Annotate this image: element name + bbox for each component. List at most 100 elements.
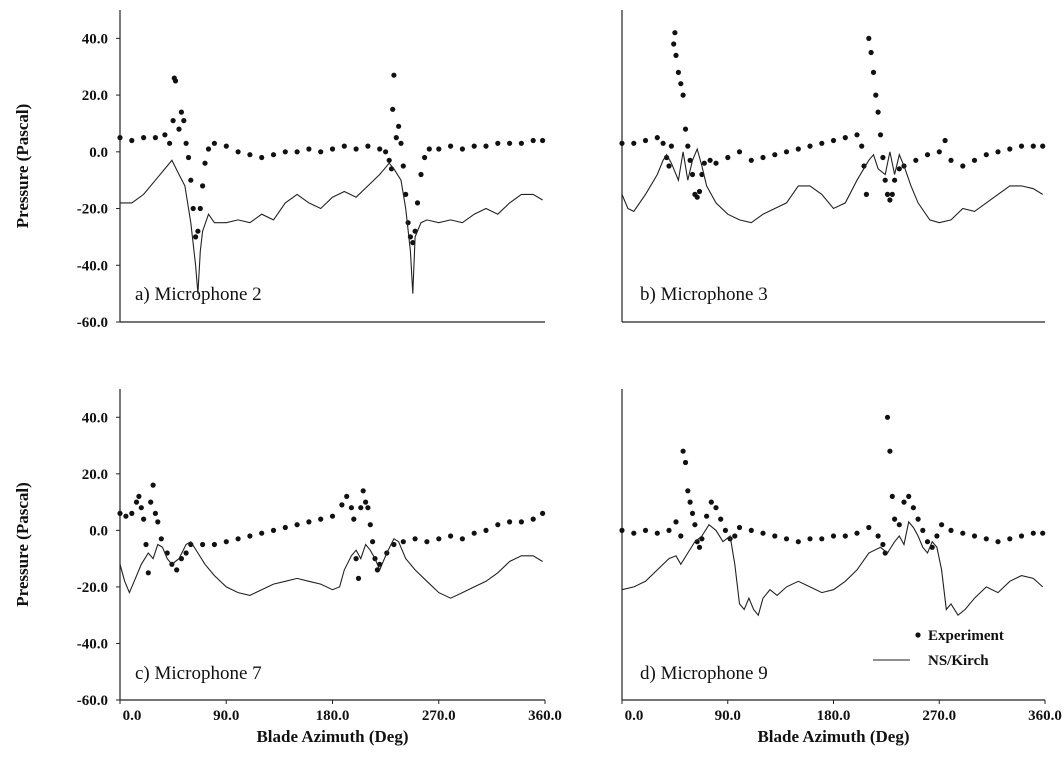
experiment-point [459, 146, 465, 152]
panel-label: b) Microphone 3 [640, 284, 768, 305]
experiment-point [685, 143, 691, 149]
experiment-point [129, 137, 135, 144]
experiment-point [732, 533, 738, 539]
experiment-point [707, 157, 713, 163]
experiment-point [195, 228, 201, 234]
y-tick-label: 20.0 [82, 467, 108, 483]
experiment-point [873, 92, 879, 98]
experiment-point [223, 143, 229, 149]
experiment-point [772, 533, 778, 539]
experiment-point [687, 157, 693, 163]
experiment-point [448, 533, 454, 539]
experiment-point [880, 541, 886, 548]
experiment-point [398, 140, 404, 146]
experiment-point [682, 459, 689, 466]
experiment-point [875, 109, 881, 115]
experiment-point [355, 575, 362, 582]
experiment-point [143, 541, 149, 548]
series-line-ns-kirch [621, 520, 1044, 617]
experiment-point [713, 160, 719, 166]
experiment-point [760, 530, 766, 536]
experiment-point [117, 135, 123, 141]
experiment-point [866, 35, 872, 42]
experiment-point [701, 160, 707, 166]
experiment-point [671, 41, 677, 47]
experiment-point [896, 522, 902, 528]
experiment-point [540, 510, 546, 516]
experiment-point [660, 140, 666, 146]
experiment-point [1030, 530, 1036, 536]
experiment-point [748, 527, 754, 534]
experiment-point [995, 539, 1001, 545]
experiment-point [459, 536, 465, 542]
experiment-point [880, 154, 886, 161]
experiment-point [363, 499, 369, 505]
y-tick-label: 0.0 [89, 145, 108, 161]
experiment-point [983, 152, 989, 158]
experiment-point [884, 414, 891, 420]
experiment-point [875, 533, 881, 539]
experiment-point [795, 146, 801, 152]
experiment-point [718, 516, 724, 522]
experiment-point [861, 163, 867, 169]
x-tick-label: 360.0 [528, 708, 562, 724]
experiment-point [495, 522, 501, 528]
experiment-point [294, 522, 300, 528]
experiment-point [678, 533, 684, 539]
experiment-point [167, 140, 173, 146]
experiment-point [540, 137, 546, 144]
experiment-point [235, 149, 241, 155]
experiment-point [181, 118, 187, 124]
experiment-point [948, 157, 954, 163]
experiment-point [948, 527, 954, 534]
experiment-point [934, 533, 940, 539]
series-line-ns-kirch [119, 538, 543, 599]
experiment-point [370, 539, 376, 545]
panel-label: d) Microphone 9 [640, 663, 768, 684]
experiment-point [892, 177, 898, 183]
experiment-point [910, 505, 917, 511]
experiment-point [942, 137, 948, 144]
experiment-point [685, 488, 691, 494]
experiment-point [155, 519, 161, 525]
experiment-point [915, 516, 921, 522]
legend-marker-experiment [915, 632, 921, 638]
experiment-point [518, 140, 525, 146]
experiment-point [1018, 143, 1025, 149]
experiment-point [306, 519, 312, 525]
experiment-point [158, 536, 164, 542]
experiment-point [854, 530, 860, 536]
experiment-point [1018, 533, 1025, 539]
experiment-point [351, 516, 357, 522]
experiment-point [426, 146, 432, 152]
experiment-point [202, 160, 208, 166]
experiment-point [471, 530, 477, 536]
experiment-point [924, 152, 931, 158]
x-tick-label: 180.0 [817, 708, 851, 724]
experiment-point [318, 149, 324, 155]
experiment-point [391, 72, 397, 78]
experiment-point [939, 522, 945, 528]
experiment-point [396, 123, 402, 129]
experiment-point [887, 197, 893, 203]
y-axis-title: Pressure (Pascal) [13, 482, 32, 606]
experiment-point [889, 191, 895, 197]
experiment-point [339, 502, 345, 508]
experiment-point [736, 149, 743, 155]
experiment-point [631, 530, 637, 536]
experiment-point [353, 556, 359, 562]
experiment-point [148, 499, 154, 505]
experiment-point [830, 137, 837, 144]
experiment-point [329, 513, 336, 519]
series-line-ns-kirch [621, 147, 1043, 224]
experiment-point [1040, 530, 1046, 536]
y-tick-label: -60.0 [77, 315, 108, 331]
experiment-point [708, 499, 714, 505]
experiment-point [183, 140, 189, 146]
experiment-point [282, 149, 288, 155]
y-tick-label: -20.0 [77, 202, 108, 218]
experiment-point [713, 505, 719, 511]
y-tick-label: 40.0 [82, 410, 108, 426]
